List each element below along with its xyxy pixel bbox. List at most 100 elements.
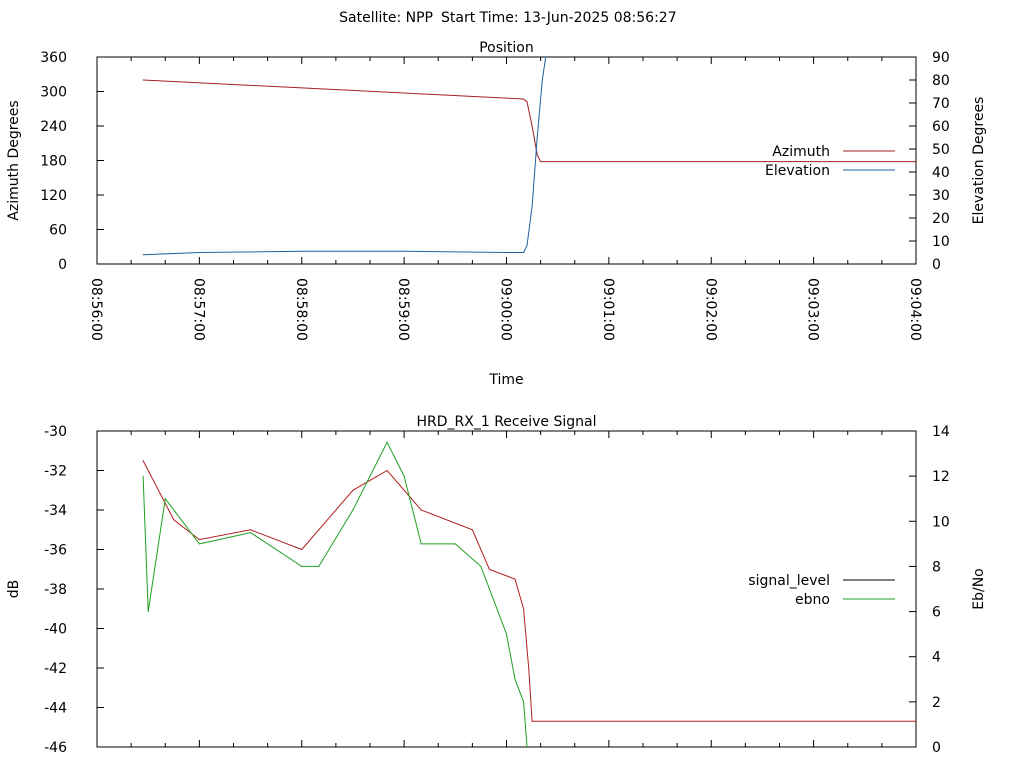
y2-tick-label: 0	[932, 257, 941, 273]
data-point	[531, 720, 533, 722]
legend-label: Azimuth	[772, 144, 830, 160]
y2-tick-label: 50	[932, 142, 950, 158]
y2-axis-label: Elevation Degrees	[971, 97, 987, 225]
data-point	[523, 252, 525, 253]
data-point	[541, 79, 543, 81]
x-tick-label: 09:01:00	[600, 278, 616, 341]
y2-tick-label: 8	[932, 559, 941, 575]
y2-axis-label: Eb/No	[971, 568, 987, 610]
data-point	[198, 252, 200, 253]
data-point	[506, 633, 507, 635]
data-point	[526, 245, 528, 247]
data-point	[528, 667, 530, 669]
data-point	[526, 101, 528, 103]
data-point	[536, 137, 538, 138]
y2-tick-label: 12	[932, 469, 950, 485]
data-point	[142, 254, 144, 256]
x-axis-label: Time	[488, 372, 523, 388]
legend-label: ebno	[795, 592, 830, 608]
data-point	[352, 509, 354, 511]
data-point	[514, 678, 516, 680]
data-point	[523, 608, 525, 610]
data-point	[142, 460, 144, 462]
data-point	[420, 543, 422, 545]
x-tick-label: 08:59:00	[395, 278, 411, 341]
data-point	[250, 529, 252, 531]
data-point	[497, 611, 499, 613]
y-tick-label: 180	[40, 154, 67, 170]
header-satellite: Satellite: NPP	[339, 10, 433, 26]
data-point	[147, 611, 149, 613]
data-point	[250, 532, 252, 534]
y-tick-label: -46	[44, 740, 67, 756]
y2-tick-label: 90	[932, 50, 950, 66]
data-point	[531, 125, 533, 127]
y-tick-label: 240	[40, 119, 67, 135]
data-point	[545, 57, 547, 58]
plot-frame	[96, 56, 917, 265]
data-point	[526, 746, 528, 747]
data-point	[403, 250, 405, 252]
y-tick-label: 120	[40, 188, 67, 204]
y2-tick-label: 10	[932, 234, 950, 250]
data-point	[480, 565, 482, 567]
y2-tick-label: 40	[932, 165, 950, 181]
data-point	[386, 470, 388, 471]
x-tick-label: 09:02:00	[702, 278, 718, 341]
y2-tick-label: 20	[932, 211, 950, 227]
chart-title: HRD_RX_1 Receive Signal	[417, 414, 597, 430]
data-point	[142, 79, 144, 81]
data-point	[173, 519, 175, 521]
data-point	[198, 543, 200, 545]
y-tick-label: -34	[44, 503, 67, 519]
series-line-elevation	[143, 57, 547, 256]
y-tick-label: -42	[44, 661, 67, 677]
data-point	[540, 161, 542, 163]
y2-tick-label: 60	[932, 119, 950, 135]
data-point	[164, 498, 166, 500]
data-point	[352, 489, 354, 491]
y-axis-label: dB	[6, 580, 22, 599]
data-point	[523, 701, 525, 703]
x-tick-label: 09:00:00	[498, 278, 514, 341]
y-tick-label: 0	[58, 257, 67, 273]
data-point	[301, 250, 303, 252]
x-tick-label: 08:56:00	[88, 278, 104, 341]
x-tick-label: 08:58:00	[293, 278, 309, 341]
data-point	[301, 565, 303, 567]
data-point	[506, 252, 507, 253]
y-tick-label: -30	[44, 424, 67, 440]
plot-frame	[96, 430, 917, 748]
data-point	[915, 720, 916, 722]
y-tick-label: -32	[44, 464, 67, 480]
data-point	[523, 98, 525, 100]
y2-tick-label: 2	[932, 695, 941, 711]
data-point	[386, 441, 388, 443]
data-point	[318, 565, 320, 567]
data-point	[403, 475, 405, 477]
series-line-ebno	[142, 441, 528, 747]
data-point	[142, 475, 144, 477]
data-point	[514, 578, 516, 580]
data-point	[488, 568, 490, 570]
y-tick-label: -40	[44, 622, 67, 638]
data-point	[454, 543, 456, 545]
y2-tick-label: 30	[932, 188, 950, 204]
y-tick-label: -38	[44, 582, 67, 598]
y-tick-label: 300	[40, 85, 67, 101]
y2-tick-label: 0	[932, 740, 941, 756]
y-tick-label: 60	[49, 223, 67, 239]
data-point	[301, 549, 303, 550]
legend-label: signal_level	[748, 573, 830, 589]
y2-tick-label: 10	[932, 514, 950, 530]
data-point	[198, 539, 200, 541]
y-axis-label: Azimuth Degrees	[6, 100, 22, 220]
x-tick-label: 09:04:00	[907, 278, 923, 341]
y-tick-label: -44	[44, 701, 67, 717]
y2-tick-label: 80	[932, 73, 950, 89]
receive-signal-chart: HRD_RX_1 Receive Signal -46 -44 -42 -40 -38 -3…	[6, 414, 987, 756]
y-tick-label: 360	[40, 50, 67, 66]
data-point	[915, 161, 916, 163]
y2-tick-label: 70	[932, 96, 950, 112]
data-point	[471, 529, 473, 531]
